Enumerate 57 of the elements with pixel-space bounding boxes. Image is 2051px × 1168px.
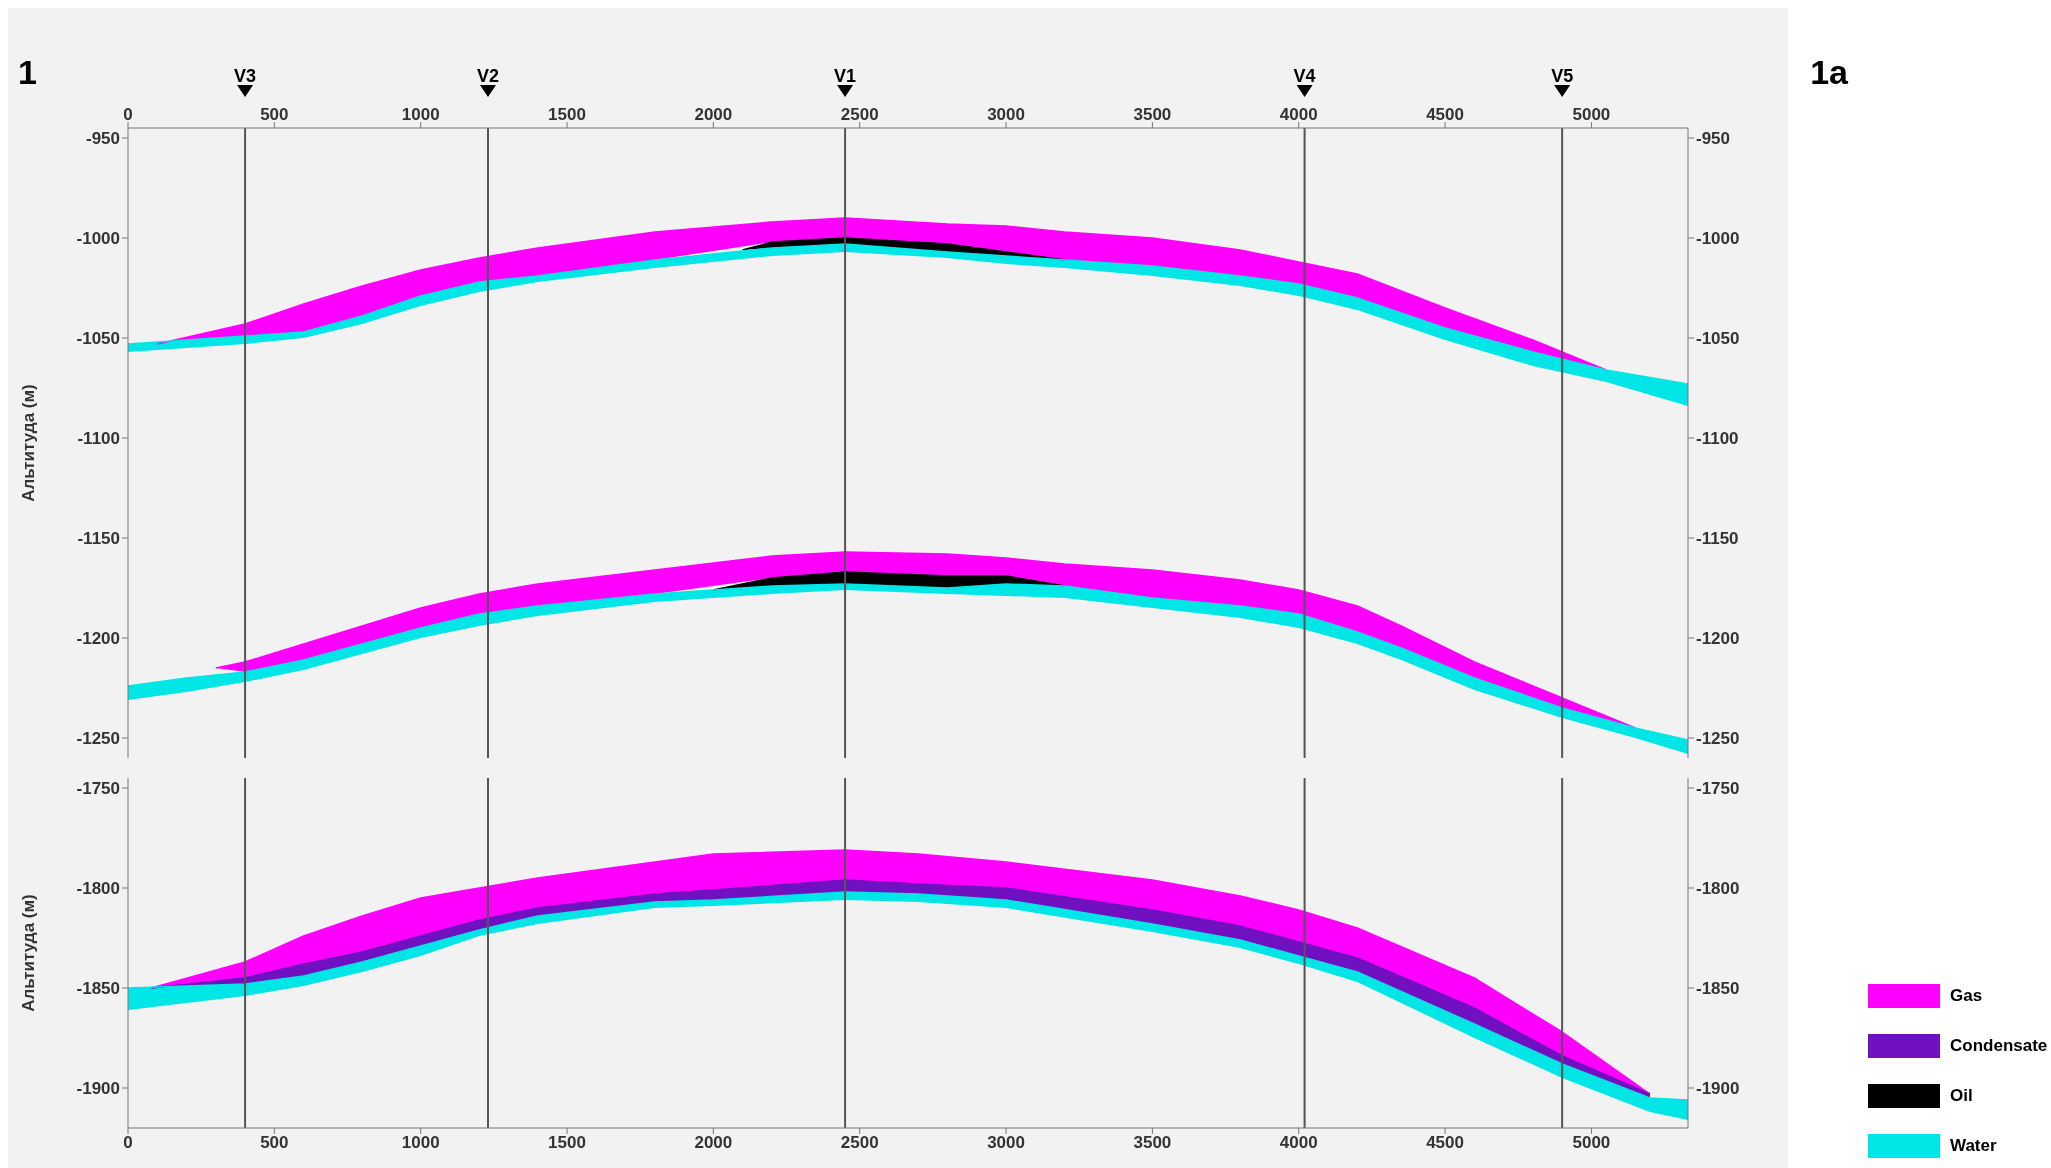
- x-tick-label: 4500: [1426, 1133, 1464, 1153]
- text: 1: [18, 53, 37, 92]
- x-tick-label: 2500: [840, 1133, 879, 1153]
- y2-tick-label: -1200: [1696, 629, 1740, 649]
- x-tick-label: 500: [260, 105, 289, 124]
- y-tick-label: -1200: [76, 629, 120, 649]
- y2-tick-label: -1900: [1696, 1079, 1740, 1099]
- x-tick-label: 3500: [1133, 1133, 1172, 1153]
- x-tick-label: 0: [123, 1133, 133, 1153]
- y2-tick-label: -1800: [1696, 879, 1740, 899]
- legend-label: Gas: [1950, 986, 1983, 1006]
- ref-line-label: V2: [476, 66, 500, 86]
- y2-tick-label: -1050: [1696, 329, 1740, 349]
- y2-tick-label: -1850: [1696, 979, 1740, 999]
- x-tick-label: 1500: [548, 1133, 586, 1153]
- y-tick-label: -1050: [76, 329, 120, 349]
- x-tick-label: 4000: [1279, 105, 1318, 124]
- x-tick-label: 500: [260, 1133, 289, 1153]
- ref-line-label: V3: [234, 66, 257, 86]
- x-tick-label: 0: [123, 105, 133, 124]
- y-tick-label: -1850: [76, 979, 120, 999]
- y-axis-title: Альтитуда (м): [19, 894, 39, 1012]
- ref-line-label: V5: [1551, 66, 1574, 86]
- x-tick-label: 1500: [548, 105, 586, 124]
- y-tick-label: -1750: [76, 779, 120, 799]
- y-tick-label: -1800: [76, 879, 120, 899]
- y2-tick-label: -1100: [1696, 429, 1739, 449]
- y-tick-label: -1000: [76, 229, 120, 249]
- legend-label: Condensate: [1950, 1036, 2048, 1056]
- x-tick-label: 5000: [1572, 105, 1611, 124]
- y-tick-label: -1900: [76, 1079, 120, 1099]
- y2-tick-label: -1750: [1696, 779, 1740, 799]
- y2-tick-label: -1250: [1696, 729, 1740, 749]
- x-tick-label: 3000: [987, 1133, 1025, 1153]
- x-tick-label: 2500: [840, 105, 879, 124]
- y-tick-label: -1150: [77, 529, 120, 549]
- x-tick-label: 1000: [401, 105, 440, 124]
- legend-label: Water: [1950, 1136, 1997, 1156]
- y-tick-label: -1100: [77, 429, 120, 449]
- x-tick-label: 5000: [1572, 1133, 1611, 1153]
- x-tick-label: 1000: [401, 1133, 440, 1153]
- ref-line-label: V4: [1293, 66, 1316, 86]
- legend-label: Oil: [1950, 1086, 1973, 1106]
- x-tick-label: 4000: [1279, 1133, 1318, 1153]
- ref-line-label: V1: [834, 66, 857, 86]
- text: 1a: [1810, 53, 1848, 92]
- x-tick-label: 2000: [694, 1133, 733, 1153]
- y2-tick-label: -1150: [1696, 529, 1739, 549]
- x-tick-label: 4500: [1426, 105, 1464, 124]
- y2-tick-label: -950: [1696, 129, 1731, 149]
- y2-tick-label: -1000: [1696, 229, 1740, 249]
- y-tick-label: -1250: [76, 729, 120, 749]
- y-axis-title: Альтитуда (м): [19, 384, 39, 502]
- x-tick-label: 3000: [987, 105, 1025, 124]
- x-tick-label: 3500: [1133, 105, 1172, 124]
- y-tick-label: -950: [85, 129, 120, 149]
- x-tick-label: 2000: [694, 105, 733, 124]
